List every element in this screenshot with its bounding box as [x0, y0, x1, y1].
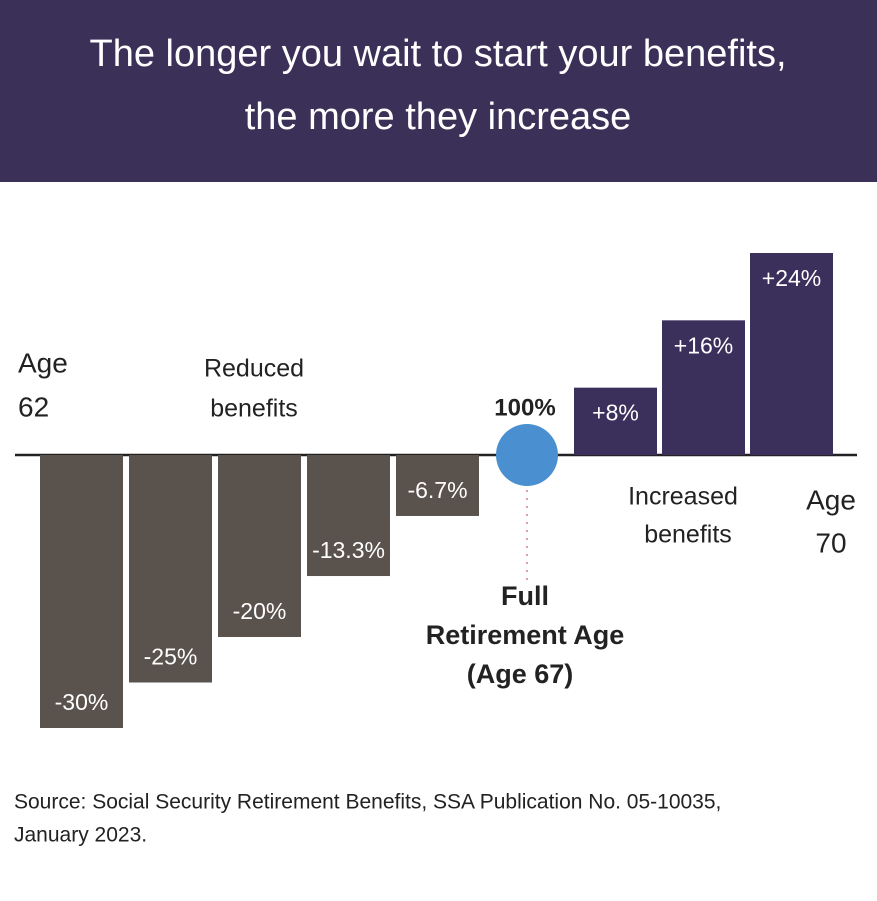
full-label: Full — [501, 581, 549, 611]
increased-label: benefits — [644, 521, 732, 549]
reduced-label: benefits — [210, 395, 298, 423]
reduced-label: Reduced — [204, 355, 304, 383]
value-label: -25% — [144, 644, 198, 670]
bar — [40, 455, 123, 728]
start-label: 62 — [18, 391, 49, 422]
bar — [129, 455, 212, 683]
bar — [307, 455, 390, 577]
bar — [662, 320, 745, 455]
value-label: +16% — [674, 332, 733, 358]
end-label: 70 — [815, 527, 846, 558]
bar — [396, 455, 479, 516]
increased-label: Increased — [628, 483, 738, 511]
title-line: The longer you wait to start your benefi… — [89, 33, 786, 75]
full-retirement-marker — [496, 424, 558, 486]
title-line: the more they increase — [245, 96, 632, 138]
value-label: -6.7% — [407, 477, 467, 503]
end-label: Age — [806, 484, 856, 515]
value-label: +8% — [592, 400, 639, 426]
source-note: Source: Social Security Retirement Benef… — [14, 791, 721, 814]
value-label: -20% — [233, 598, 287, 624]
bar — [750, 253, 833, 455]
full-label: (Age 67) — [467, 659, 574, 689]
bar — [218, 455, 301, 637]
source-note: January 2023. — [14, 824, 147, 847]
header-band — [0, 0, 877, 182]
value-label: -30% — [55, 689, 109, 715]
bar — [574, 387, 657, 455]
value-label: -13.3% — [312, 537, 385, 563]
value-label: +24% — [762, 265, 821, 291]
full-label: Retirement Age — [426, 620, 625, 650]
full-value-label: 100% — [494, 394, 555, 421]
start-label: Age — [18, 347, 68, 378]
